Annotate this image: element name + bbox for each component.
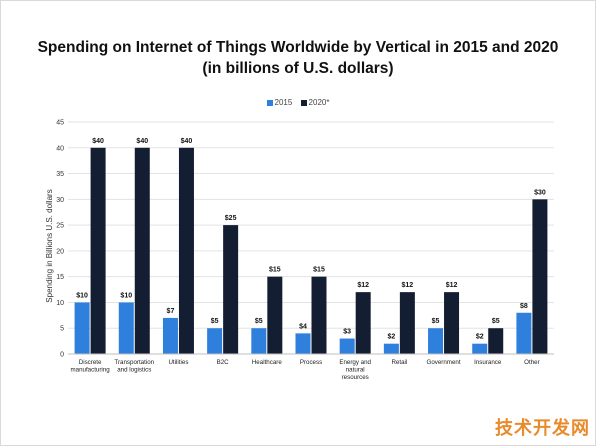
y-tick-label: 0: [60, 352, 64, 359]
x-tick-label: Discrete: [79, 359, 102, 366]
legend-swatch-2020: [300, 99, 307, 106]
y-axis-label: Spending in Billions U.S. dollars: [45, 189, 54, 302]
bar-2015: [339, 338, 355, 354]
bar-2020: [311, 276, 327, 354]
data-label: $3: [343, 329, 351, 336]
y-tick-label: 35: [56, 171, 64, 178]
y-tick-label: 40: [56, 145, 64, 152]
data-label: $12: [446, 282, 458, 289]
bar-2020: [488, 328, 504, 354]
x-tick-label: Government: [427, 359, 461, 366]
bar-2020: [444, 292, 460, 354]
data-label: $40: [181, 138, 193, 145]
data-label: $2: [476, 334, 484, 341]
data-label: $25: [225, 215, 237, 222]
chart-title: Spending on Internet of Things Worldwide…: [37, 39, 559, 56]
bar-2015: [295, 333, 311, 354]
data-label: $4: [299, 323, 307, 330]
bar-2020: [90, 147, 106, 354]
data-label: $15: [313, 267, 325, 274]
x-tick-label: resources: [342, 374, 369, 381]
data-label: $8: [520, 303, 528, 310]
legend: 2015 2020*: [0, 98, 596, 107]
x-tick-label: Retail: [391, 359, 407, 366]
legend-item-2020: 2020*: [300, 98, 330, 107]
bar-2020: [399, 292, 415, 354]
legend-swatch-2015: [266, 99, 273, 106]
data-label: $5: [255, 318, 263, 325]
data-label: $12: [357, 282, 369, 289]
bar-2015: [472, 343, 488, 354]
data-label: $7: [167, 308, 175, 315]
data-label: $5: [211, 318, 219, 325]
data-label: $40: [136, 138, 148, 145]
x-tick-label: Transportation: [114, 359, 154, 366]
x-tick-label: Insurance: [474, 359, 502, 366]
x-tick-label: natural: [346, 367, 365, 374]
data-label: $10: [76, 292, 88, 299]
x-tick-label: and logistics: [117, 367, 151, 374]
data-label: $40: [92, 138, 104, 145]
data-label: $2: [387, 334, 395, 341]
data-label: $10: [120, 292, 132, 299]
y-tick-label: 10: [56, 300, 64, 307]
bar-2020: [532, 199, 548, 354]
data-label: $5: [492, 318, 500, 325]
bar-2020: [267, 276, 283, 354]
y-tick-label: 5: [60, 326, 64, 333]
data-label: $5: [432, 318, 440, 325]
bar-2015: [251, 328, 267, 354]
bar-2015: [428, 328, 444, 354]
y-tick-label: 25: [56, 223, 64, 230]
legend-label-2015: 2015: [274, 98, 293, 107]
x-tick-label: Energy and: [339, 359, 371, 366]
x-tick-label: B2C: [217, 359, 230, 366]
bar-2020: [355, 292, 371, 354]
x-tick-label: manufacturing: [70, 367, 110, 374]
x-tick-label: Other: [524, 359, 539, 366]
bar-2015: [118, 302, 134, 354]
x-tick-label: Process: [300, 359, 322, 366]
bar-2020: [178, 147, 194, 354]
bar-2015: [516, 312, 532, 354]
bar-2015: [74, 302, 90, 354]
data-label: $15: [269, 267, 281, 274]
data-label: $30: [534, 189, 546, 196]
y-tick-label: 30: [56, 197, 64, 204]
bar-2020: [134, 147, 150, 354]
y-tick-label: 20: [56, 248, 64, 255]
data-label: $12: [402, 282, 414, 289]
legend-label-2020: 2020*: [308, 98, 330, 107]
x-tick-label: Utilities: [168, 359, 188, 366]
chart-subtitle: (in billions of U.S. dollars): [202, 60, 394, 77]
y-tick-label: 15: [56, 274, 64, 281]
y-tick-label: 45: [56, 120, 64, 127]
legend-item-2015: 2015: [266, 98, 293, 107]
bar-2015: [207, 328, 223, 354]
x-tick-label: Healthcare: [252, 359, 282, 366]
watermark-logo: 技术开发网: [495, 418, 590, 438]
bar-2015: [162, 317, 178, 354]
bar-2020: [223, 225, 239, 354]
bar-2015: [383, 343, 399, 354]
